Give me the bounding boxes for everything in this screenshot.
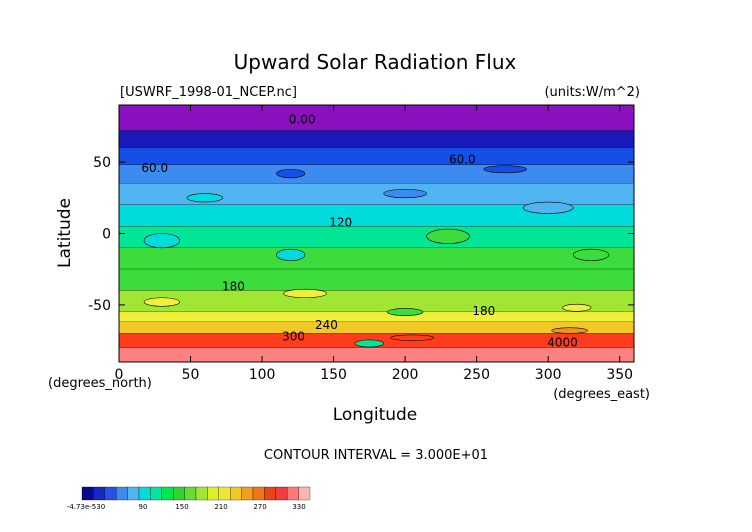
contour-label-4: 180 [222,280,245,294]
colorbar-swatch-13 [230,486,242,501]
lat-band-1 [119,130,634,148]
colorbar-swatch-15 [252,486,265,501]
x-tick-label-1: 50 [182,367,200,383]
contour-label-5: 180 [472,304,495,318]
colorbar-swatch-6 [150,486,162,501]
colorbar-swatch-9 [184,486,197,501]
lat-band-8 [119,269,634,291]
contour-patch-13 [354,339,384,348]
contour-patch-8 [572,248,610,261]
plot-area [119,105,634,363]
colorbar-label-3: 210 [214,503,227,511]
contour-patch-14 [551,327,588,334]
contour-label-7: 300 [282,330,305,344]
contour-patch-0 [276,168,306,179]
y-axis: 50 0 -50 [88,155,634,314]
y-tick-label-2: -50 [88,298,111,314]
x-axis-sublabel: (degrees_east) [553,387,650,402]
contour-patch-6 [426,228,470,244]
colorbar-label-5: 330 [292,503,305,511]
contour-label-3: 120 [329,215,352,229]
x-axis: 0 50 100 150 200 250 300 350 [115,105,633,383]
colorbar-swatch-19 [298,486,311,501]
x-tick-label-0: 0 [115,367,124,383]
colorbar [81,486,311,501]
colorbar-swatch-18 [287,486,299,501]
lat-band-7 [119,247,634,270]
contour-interval-label: CONTOUR INTERVAL = 3.000E+01 [264,448,488,463]
lat-band-13 [119,347,634,362]
x-tick-label-2: 100 [249,367,276,383]
colorbar-swatch-7 [161,486,174,501]
contour-label-6: 240 [315,318,338,332]
contour-patch-12 [562,303,592,312]
x-tick-label-5: 250 [463,367,490,383]
colorbar-swatch-12 [218,486,231,501]
lat-band-4 [119,183,634,205]
y-tick-label-0: 50 [93,155,111,171]
contour-patch-9 [143,297,181,307]
y-axis-label: Latitude [55,198,75,268]
lat-band-9 [119,290,634,313]
x-tick-label-4: 200 [392,367,419,383]
source-file-label: [USWRF_1998-01_NCEP.nc] [120,85,297,100]
contour-label-8: 4000 [547,335,578,349]
colorbar-swatch-3 [116,486,128,501]
lat-band-0 [119,105,634,131]
contour-patch-5 [143,233,181,249]
x-tick-label-7: 350 [606,367,633,383]
lat-band-11 [119,322,634,334]
x-tick-label-6: 300 [535,367,562,383]
colorbar-swatch-10 [195,486,208,501]
colorbar-swatch-0 [81,486,94,501]
chart-title: Upward Solar Radiation Flux [234,50,517,74]
colorbar-swatch-8 [173,486,185,501]
contour-patch-15 [390,334,435,341]
colorbar-swatch-2 [104,486,117,501]
contour-label-0: 0.00 [289,113,316,127]
contour-label-2: 60.0 [449,153,476,167]
y-axis-sublabel: (degrees_north) [48,376,152,391]
lat-band-10 [119,312,634,323]
contour-patch-7 [276,248,306,261]
colorbar-swatch-11 [207,486,219,501]
colorbar-label-4: 270 [253,503,266,511]
lat-band-3 [119,164,634,184]
contour-patch-1 [483,165,528,174]
colorbar-swatch-5 [138,486,151,501]
colorbar-swatch-14 [241,486,254,501]
x-axis-label: Longitude [333,405,418,425]
y-tick-label-1: 0 [102,227,111,243]
colorbar-swatch-1 [93,486,105,501]
contour-patch-11 [386,308,424,316]
colorbar-labels: -4.73e-530 90 150 210 270 330 [67,503,306,511]
colorbar-swatch-17 [275,486,288,501]
colorbar-label-2: 150 [175,503,188,511]
units-label: (units:W/m^2) [544,85,640,100]
contour-labels: 0.00 60.0 60.0 120 180 180 240 300 4000 [141,113,577,350]
colorbar-swatch-4 [127,486,140,501]
contour-label-1: 60.0 [141,161,168,175]
colorbar-label-0: -4.73e-530 [67,503,105,511]
lat-band-2 [119,147,634,165]
colorbar-label-1: 90 [139,503,148,511]
contour-patch-4 [522,201,574,214]
colorbar-swatch-16 [264,486,276,501]
contour-patch-3 [383,188,427,199]
lat-band-6 [119,226,634,248]
contour-patch-2 [186,193,224,203]
contour-patch-10 [283,288,327,299]
lat-band-5 [119,204,634,227]
x-tick-label-3: 150 [320,367,347,383]
